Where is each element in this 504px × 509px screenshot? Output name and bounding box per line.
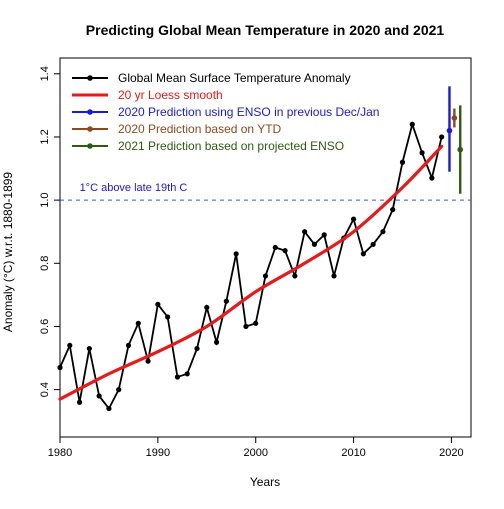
gmst-anomaly-point [361,251,366,256]
legend-label: Global Mean Surface Temperature Anomaly [118,71,351,85]
gmst-anomaly-point [273,245,278,250]
enso-2021-prediction-point [457,147,463,153]
gmst-anomaly-point [155,302,160,307]
gmst-anomaly-point [57,365,62,370]
y-axis-label: Anomaly (°C) w.r.t. 1880-1899 [1,172,15,333]
y-tick-label: 1.2 [39,129,51,144]
gmst-anomaly-point [312,242,317,247]
gmst-anomaly-point [185,371,190,376]
x-axis-label: Years [250,475,280,489]
chart-title: Predicting Global Mean Temperature in 20… [86,22,445,38]
gmst-anomaly-point [410,122,415,127]
reference-line-label: 1°C above late 19th C [80,182,188,194]
legend-entry: 2020 Prediction using ENSO in previous D… [72,105,379,119]
gmst-anomaly-point [351,216,356,221]
gmst-anomaly-point [145,359,150,364]
gmst-anomaly-point [371,242,376,247]
x-tick-label: 2020 [439,447,463,459]
gmst-anomaly-point [243,324,248,329]
y-tick-label: 1.4 [39,66,51,81]
gmst-anomaly-point [331,273,336,278]
legend-entry: 2021 Prediction based on projected ENSO [72,139,344,153]
x-tick-label: 1980 [48,447,72,459]
gmst-anomaly-point [165,314,170,319]
gmst-anomaly-point [380,229,385,234]
plot-area: 1980 1990 2000 2010 2020 0.4 0.6 0.8 1.0 1.2 1.4 1°… [39,58,471,459]
y-tick-label: 0.8 [39,256,51,271]
gmst-anomaly-point [322,232,327,237]
y-tick-label: 0.6 [39,319,51,334]
gmst-anomaly-point [126,343,131,348]
gmst-anomaly-point [439,134,444,139]
gmst-anomaly-point [302,229,307,234]
legend-label: 2020 Prediction based on YTD [118,122,282,136]
gmst-anomaly-point [77,400,82,405]
x-tick-label: 2000 [243,447,267,459]
gmst-anomaly-point [282,248,287,253]
legend-entry: 2020 Prediction based on YTD [72,122,282,136]
legend-label: 2020 Prediction using ENSO in previous D… [118,105,379,119]
gmst-anomaly-point [390,207,395,212]
gmst-anomaly-point [292,273,297,278]
enso-dec-jan-prediction-point [447,128,453,134]
gmst-anomaly-line [60,124,442,408]
gmst-anomaly-point [175,374,180,379]
legend-swatch-marker [87,109,93,115]
gmst-anomaly-point [253,321,258,326]
legend-swatch-marker [87,126,93,132]
gmst-anomaly-point [263,273,268,278]
gmst-anomaly-point [106,406,111,411]
legend-label: 2021 Prediction based on projected ENSO [118,139,344,153]
gmst-anomaly-point [400,160,405,165]
x-tick-label: 2010 [341,447,365,459]
x-tick-label: 1990 [146,447,170,459]
legend-entry: Global Mean Surface Temperature Anomaly [72,71,351,85]
gmst-anomaly-point [214,340,219,345]
legend-swatch-marker [87,75,93,81]
gmst-anomaly-point [204,305,209,310]
gmst-anomaly-point [419,150,424,155]
ytd-prediction-point [452,115,458,121]
legend-label: 20 yr Loess smooth [118,88,223,102]
legend-entry: 20 yr Loess smooth [72,88,223,102]
gmst-anomaly-point [194,346,199,351]
gmst-anomaly-point [87,346,92,351]
gmst-anomaly-point [224,299,229,304]
gmst-anomaly-point [429,175,434,180]
y-tick-label: 0.4 [39,382,51,397]
gmst-anomaly-point [136,321,141,326]
gmst-anomaly-point [97,393,102,398]
gmst-anomaly-point [116,387,121,392]
y-tick-label: 1.0 [39,192,51,207]
legend-swatch-marker [87,143,93,149]
gmst-anomaly-point [67,343,72,348]
gmst-anomaly-point [234,251,239,256]
